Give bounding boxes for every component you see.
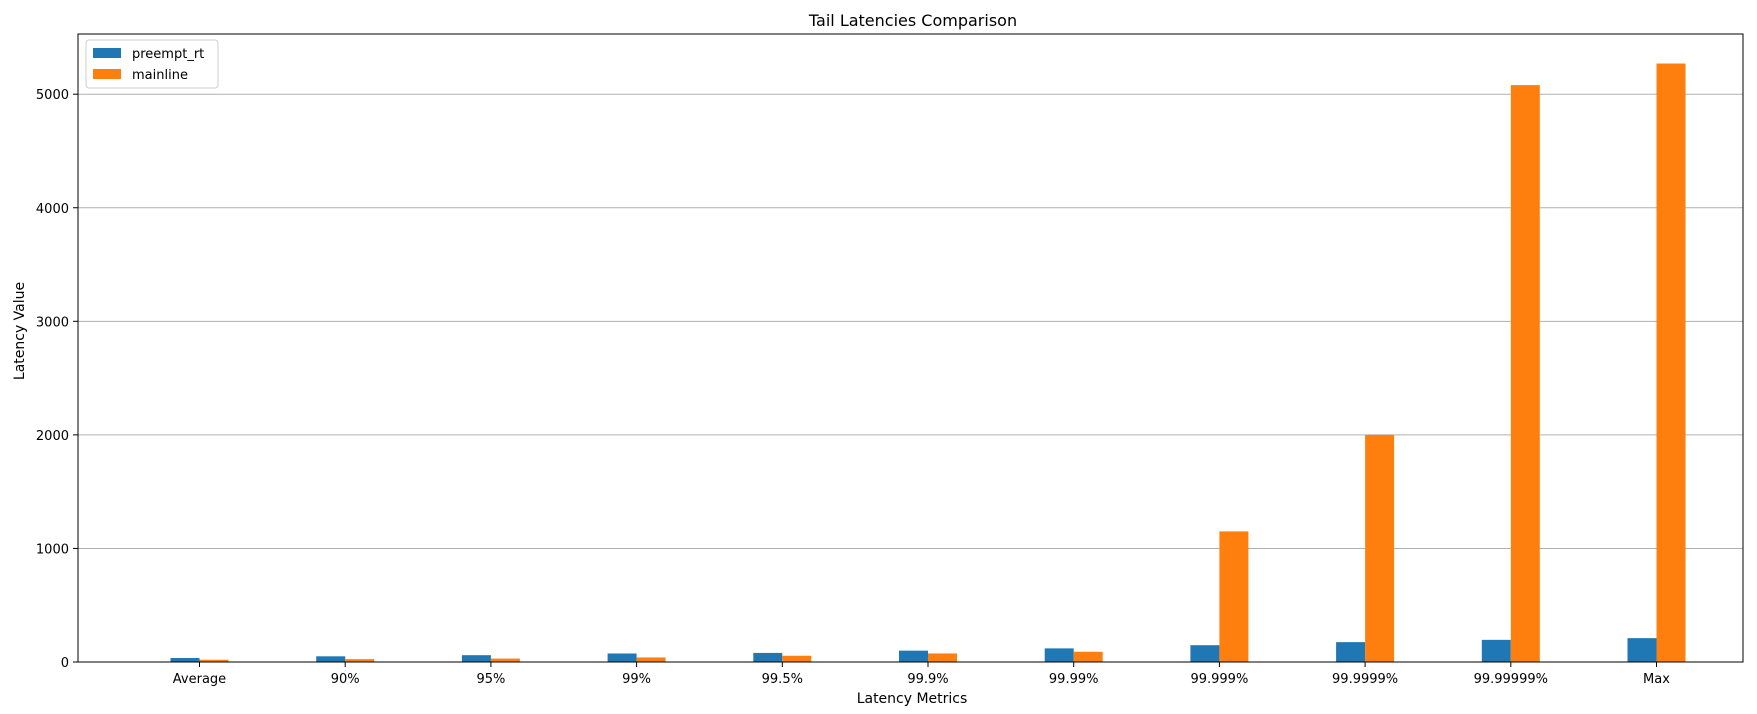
- bar-preempt_rt-Average: [170, 658, 200, 662]
- x-axis-label: Latency Metrics: [857, 691, 968, 707]
- chart-title: Tail Latencies Comparison: [808, 11, 1017, 30]
- x-tick-label-99.9999%: 99.9999%: [1332, 672, 1398, 687]
- bars-layer: [170, 63, 1686, 662]
- bar-mainline-99.5%: [782, 655, 812, 662]
- bar-mainline-99%: [636, 657, 666, 662]
- bar-preempt_rt-99.9999%: [1336, 642, 1366, 662]
- legend-swatch-mainline: [93, 69, 121, 79]
- y-axis-label: Latency Value: [12, 282, 28, 380]
- bar-mainline-Max: [1656, 63, 1686, 662]
- y-tick-label-1000: 1000: [36, 542, 69, 557]
- y-tick-label-3000: 3000: [36, 315, 69, 330]
- bar-preempt_rt-90%: [316, 656, 346, 662]
- grid-layer: [78, 93, 1743, 549]
- ticks-layer: 0 1000 2000 3000 4000 5000 Average 90% 95% 99% 99.…: [36, 88, 1670, 687]
- plot-frame: [77, 33, 1744, 663]
- bar-mainline-95%: [490, 658, 520, 662]
- bar-preempt_rt-99.9%: [899, 650, 928, 662]
- bar-preempt_rt-99%: [607, 653, 637, 662]
- y-tick-label-2000: 2000: [36, 429, 69, 444]
- x-tick-label-99.99999%: 99.99999%: [1474, 672, 1548, 687]
- axes-layer: [77, 33, 1744, 663]
- bar-mainline-99.9%: [928, 653, 957, 662]
- bar-mainline-99.999%: [1219, 531, 1249, 662]
- legend-swatch-preempt_rt: [93, 48, 121, 58]
- x-tick-label-99.5%: 99.5%: [762, 672, 803, 687]
- bar-preempt_rt-99.99999%: [1481, 639, 1511, 662]
- bar-mainline-99.9999%: [1365, 434, 1395, 662]
- legend-label-preempt_rt: preempt_rt: [132, 47, 204, 62]
- legend: preempt_rt mainline: [85, 39, 219, 89]
- x-tick-label-Average: Average: [173, 672, 226, 687]
- bar-preempt_rt-99.999%: [1190, 645, 1220, 662]
- bar-mainline-99.99999%: [1510, 85, 1540, 662]
- y-tick-label-5000: 5000: [36, 88, 69, 103]
- x-tick-label-Max: Max: [1643, 672, 1670, 687]
- bar-preempt_rt-Max: [1627, 638, 1657, 662]
- x-tick-label-90%: 90%: [331, 672, 360, 687]
- bar-mainline-90%: [345, 659, 375, 662]
- y-tick-label-0: 0: [61, 656, 69, 671]
- legend-label-mainline: mainline: [132, 68, 188, 83]
- bar-preempt_rt-99.5%: [753, 652, 783, 662]
- bar-preempt_rt-95%: [461, 655, 491, 662]
- y-tick-label-4000: 4000: [36, 202, 69, 217]
- bar-mainline-99.99%: [1073, 651, 1103, 662]
- x-tick-label-99.999%: 99.999%: [1190, 672, 1248, 687]
- bar-preempt_rt-99.99%: [1044, 648, 1074, 662]
- x-tick-label-95%: 95%: [476, 672, 505, 687]
- bar-mainline-Average: [199, 659, 229, 662]
- x-tick-label-99%: 99%: [622, 672, 651, 687]
- x-tick-label-99.9%: 99.9%: [907, 672, 948, 687]
- x-tick-label-99.99%: 99.99%: [1049, 672, 1099, 687]
